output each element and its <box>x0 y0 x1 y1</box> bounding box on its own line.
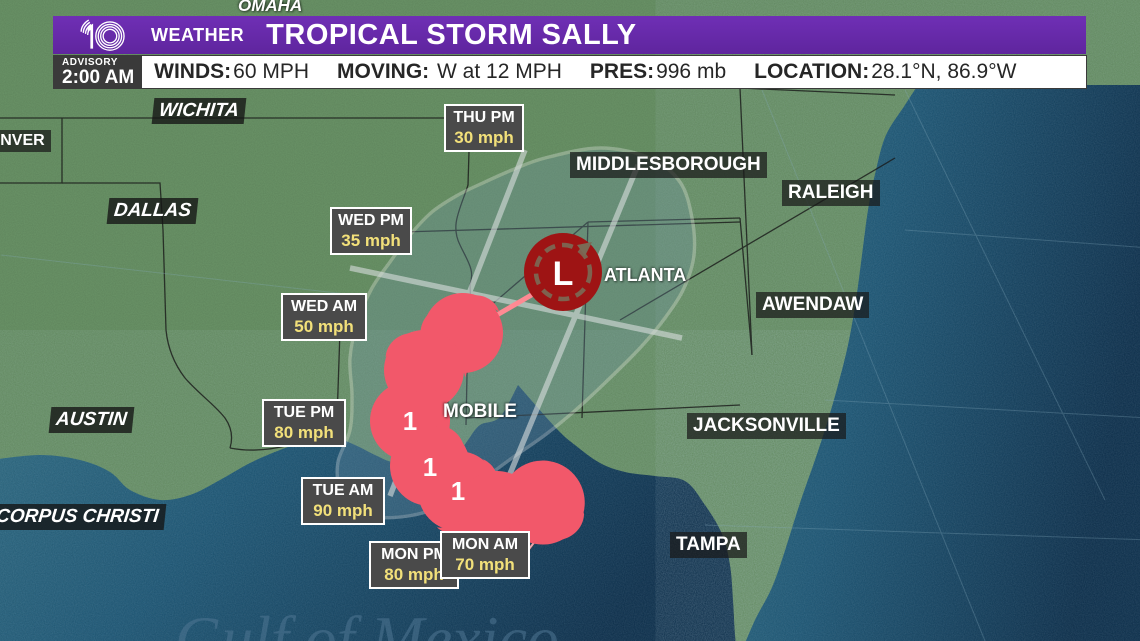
svg-text:1: 1 <box>451 476 465 506</box>
svg-text:1: 1 <box>423 452 437 482</box>
svg-text:1: 1 <box>403 406 417 436</box>
svg-text:Gulf of Mexico: Gulf of Mexico <box>175 603 559 641</box>
svg-text:L: L <box>553 255 574 293</box>
